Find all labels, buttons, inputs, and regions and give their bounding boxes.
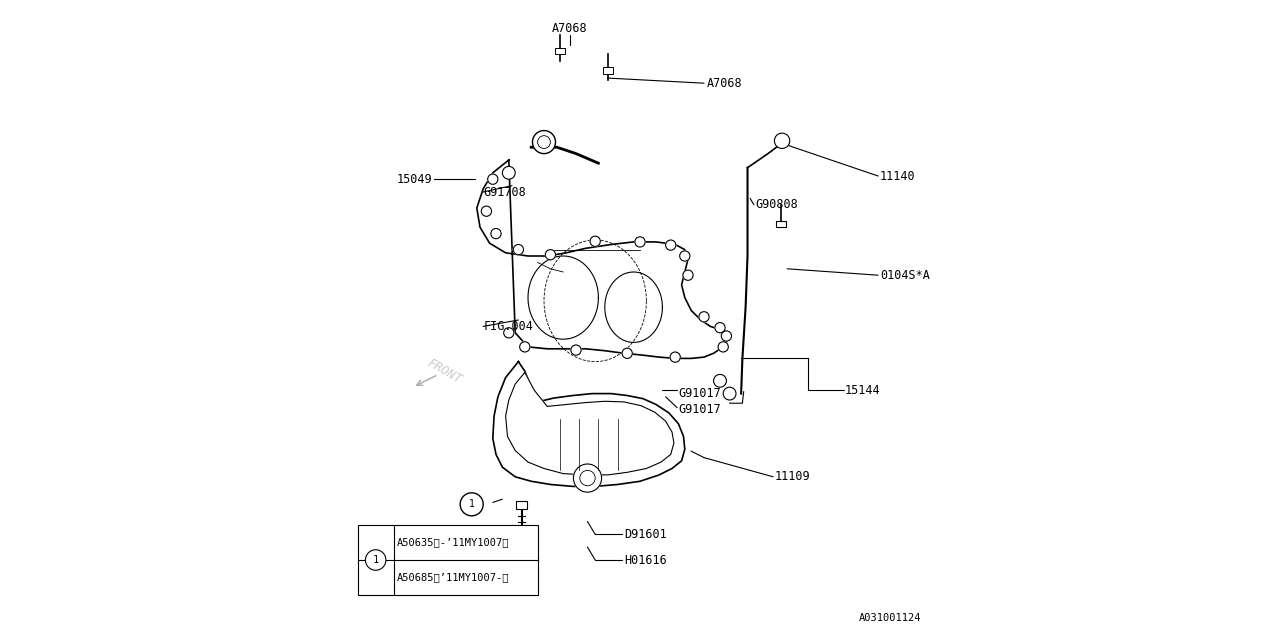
Text: 11109: 11109: [774, 470, 810, 483]
Text: FRONT: FRONT: [425, 356, 465, 386]
Circle shape: [502, 166, 515, 179]
Circle shape: [461, 493, 484, 516]
FancyBboxPatch shape: [776, 221, 786, 227]
Circle shape: [366, 550, 387, 570]
Text: G91017: G91017: [678, 387, 721, 400]
Circle shape: [622, 348, 632, 358]
Circle shape: [571, 345, 581, 355]
Circle shape: [714, 323, 724, 333]
Text: A7068: A7068: [708, 77, 742, 90]
Text: A7068: A7068: [552, 22, 588, 35]
Text: G91017: G91017: [678, 403, 721, 416]
Circle shape: [538, 136, 550, 148]
Circle shape: [545, 250, 556, 260]
Circle shape: [680, 251, 690, 261]
Polygon shape: [477, 160, 730, 358]
Circle shape: [684, 270, 694, 280]
Circle shape: [671, 352, 681, 362]
Circle shape: [513, 244, 524, 255]
Text: G91708: G91708: [484, 186, 526, 198]
Circle shape: [718, 342, 728, 352]
FancyBboxPatch shape: [556, 48, 566, 54]
Circle shape: [481, 206, 492, 216]
Text: A031001124: A031001124: [859, 612, 922, 623]
Circle shape: [635, 237, 645, 247]
Circle shape: [573, 464, 602, 492]
Text: D91601: D91601: [625, 528, 667, 541]
Text: 15049: 15049: [397, 173, 433, 186]
Text: 11140: 11140: [881, 170, 915, 182]
Text: FIG.004: FIG.004: [484, 320, 532, 333]
Text: A50635（-’11MY1007）: A50635（-’11MY1007）: [397, 538, 509, 547]
Circle shape: [723, 387, 736, 400]
Circle shape: [714, 374, 727, 387]
Text: A50685（’11MY1007-）: A50685（’11MY1007-）: [397, 573, 509, 582]
Text: 1: 1: [468, 499, 475, 509]
FancyBboxPatch shape: [517, 501, 527, 509]
Circle shape: [774, 133, 790, 148]
Circle shape: [520, 342, 530, 352]
Circle shape: [503, 328, 513, 338]
Text: H01616: H01616: [625, 554, 667, 566]
Circle shape: [492, 228, 502, 239]
Text: 1: 1: [372, 555, 379, 565]
FancyBboxPatch shape: [603, 67, 613, 74]
Circle shape: [721, 331, 732, 341]
Text: G90808: G90808: [755, 198, 797, 211]
Polygon shape: [506, 372, 675, 475]
Circle shape: [590, 236, 600, 246]
Circle shape: [580, 470, 595, 486]
Polygon shape: [493, 362, 685, 486]
Circle shape: [488, 174, 498, 184]
Circle shape: [666, 240, 676, 250]
FancyBboxPatch shape: [358, 525, 538, 595]
Text: 0104S*A: 0104S*A: [881, 269, 929, 282]
Circle shape: [532, 131, 556, 154]
Circle shape: [699, 312, 709, 322]
Text: 15144: 15144: [845, 384, 881, 397]
